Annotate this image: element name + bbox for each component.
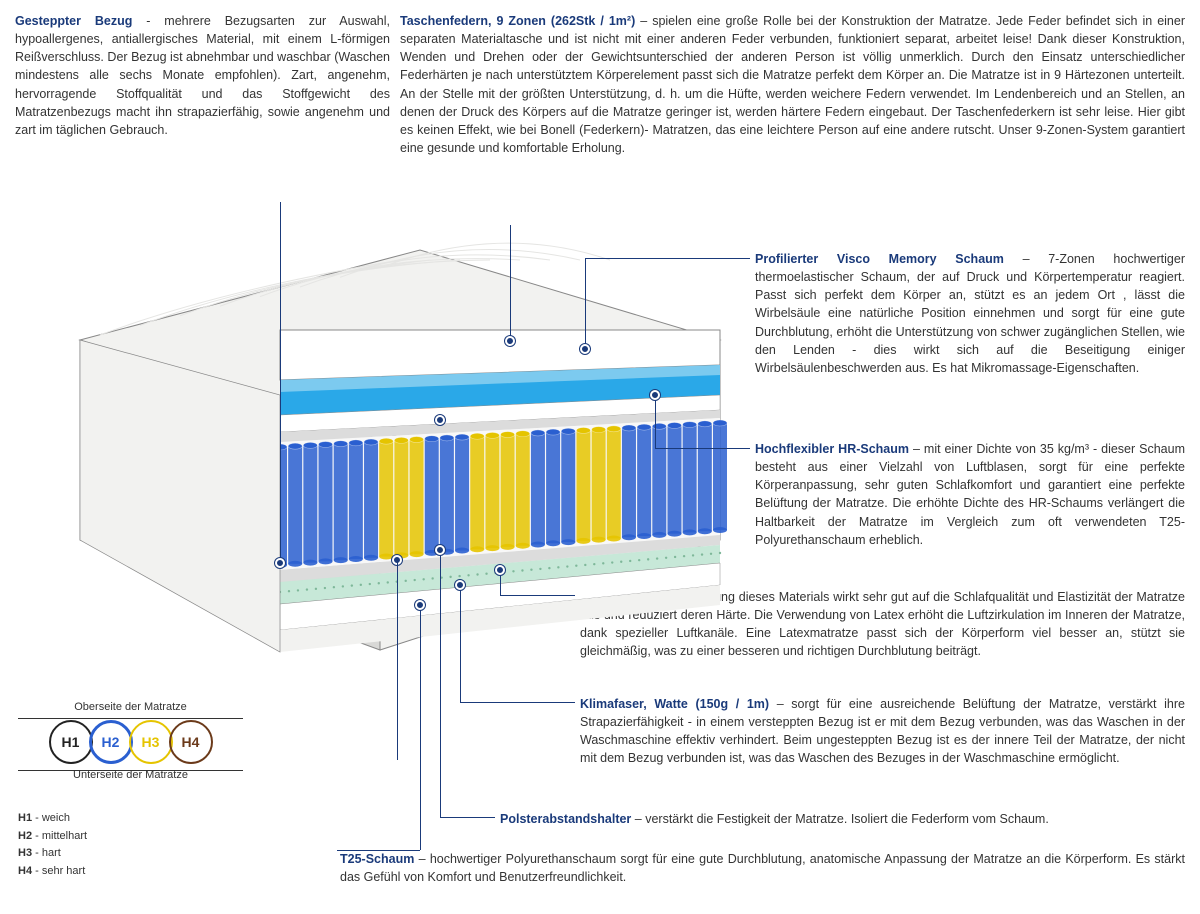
hardness-top-label: Oberseite der Matratze (18, 700, 243, 716)
callout-title: T25-Schaum (340, 852, 414, 866)
callout-visco: Profilierter Visco Memory Schaum – 7-Zon… (755, 250, 1185, 377)
callout-title: Profilierter Visco Memory Schaum (755, 252, 1004, 266)
hardness-circle: H4 (169, 720, 213, 764)
callout-text: 7-Zonen hochwertiger thermoelastischer S… (755, 252, 1185, 375)
mattress-svg (20, 220, 740, 700)
callout-title: Gesteppter Bezug (15, 14, 132, 28)
leader-line (460, 702, 575, 703)
callout-text: hochwertiger Polyurethanschaum sorgt für… (340, 852, 1185, 884)
callout-hr-schaum: Hochflexibler HR-Schaum – mit einer Dich… (755, 440, 1185, 549)
hardness-legend-row: H3 - hart (18, 845, 87, 863)
hardness-circles: H1H2H3H4 (18, 720, 243, 764)
hardness-legend: H1 - weichH2 - mittelhartH3 - hartH4 - s… (18, 810, 87, 880)
callout-text: mit einer Dichte von 35 kg/m³ - dieser S… (755, 442, 1185, 547)
callout-text: verstärkt die Festigkeit der Matratze. I… (645, 812, 1049, 826)
callout-text: mehrere Bezugsarten zur Auswahl, hypoall… (15, 14, 390, 137)
hardness-circle: H3 (129, 720, 173, 764)
callout-title: Taschenfedern, 9 Zonen (262Stk / 1m²) (400, 14, 635, 28)
callout-klimafaser: Klimafaser, Watte (150g / 1m) – sorgt fü… (580, 695, 1185, 768)
mattress-illustration (20, 220, 740, 700)
callout-polster: Polsterabstandshalter – verstärkt die Fe… (500, 810, 1185, 828)
hardness-legend-row: H1 - weich (18, 810, 87, 828)
callout-t25: T25-Schaum – hochwertiger Polyurethansch… (340, 850, 1185, 886)
callout-title: Hochflexibler HR-Schaum (755, 442, 909, 456)
callout-taschenfedern: Taschenfedern, 9 Zonen (262Stk / 1m²) – … (400, 12, 1185, 157)
callout-title: Polsterabstandshalter (500, 812, 631, 826)
leader-line (440, 817, 495, 818)
hardness-legend-row: H2 - mittelhart (18, 828, 87, 846)
hardness-legend-row: H4 - sehr hart (18, 863, 87, 881)
hardness-circle: H1 (49, 720, 93, 764)
callout-gesteppter-bezug: Gesteppter Bezug - mehrere Bezugsarten z… (15, 12, 390, 139)
hardness-circle: H2 (89, 720, 133, 764)
callout-text: spielen eine große Rolle bei der Konstru… (400, 14, 1185, 155)
hardness-diagram: Oberseite der Matratze H1H2H3H4 Untersei… (18, 700, 243, 784)
